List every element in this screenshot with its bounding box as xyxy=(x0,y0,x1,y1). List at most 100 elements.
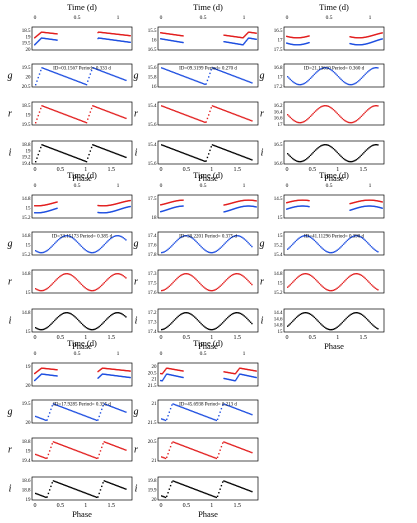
i-phase-point xyxy=(115,152,117,155)
r-phase-point xyxy=(340,284,342,286)
g-phase-point xyxy=(251,245,253,248)
g-lc-point xyxy=(255,376,257,379)
i-phase-point xyxy=(309,154,312,157)
r-phase-point xyxy=(247,450,249,452)
r-phase-point xyxy=(368,108,370,110)
r-phase-point xyxy=(176,110,178,113)
i-phase-point xyxy=(87,493,89,495)
r-phase-point xyxy=(325,288,327,290)
i-phase-point xyxy=(364,150,366,153)
g-phase-point xyxy=(80,82,83,84)
r-phase-point xyxy=(356,273,359,275)
i-y-tick-label: 15 xyxy=(26,330,32,335)
g-phase-point xyxy=(74,411,76,413)
g-phase-point xyxy=(59,405,61,408)
g-phase-point xyxy=(213,67,215,70)
g-phase-point xyxy=(239,409,242,411)
r-phase-point xyxy=(56,110,58,113)
g-phase-point xyxy=(372,247,374,249)
g-phase-point xyxy=(169,70,172,72)
g-phase-point xyxy=(341,79,344,82)
g-phase-point xyxy=(108,405,111,407)
i-phase-point xyxy=(109,150,112,153)
r-phase-point xyxy=(186,446,188,449)
g-phase-point xyxy=(316,71,318,73)
i-phase-point xyxy=(183,312,186,314)
r-panel-frame xyxy=(31,269,133,294)
r-phase-point xyxy=(174,110,177,112)
r-phase-point xyxy=(54,441,56,444)
r-phase-point xyxy=(211,105,214,107)
i-phase-point xyxy=(113,312,116,314)
i-phase-point xyxy=(306,158,308,160)
r-phase-point xyxy=(75,118,78,120)
r-phase-point xyxy=(199,282,201,284)
lc-y-tick-label: 20 xyxy=(26,48,32,53)
g-phase-point xyxy=(84,415,86,417)
i-phase-point xyxy=(185,312,187,314)
r-phase-point xyxy=(345,278,347,281)
i-phase-point xyxy=(55,149,57,151)
g-phase-point xyxy=(234,75,237,78)
r-phase-point xyxy=(123,276,126,278)
g-phase-point xyxy=(122,410,125,412)
i-phase-point xyxy=(167,146,169,149)
r-phase-point xyxy=(97,457,99,459)
i-phase-point xyxy=(204,160,206,163)
r-phase-point xyxy=(233,113,235,115)
r-y-tick-label: 14.8 xyxy=(22,272,31,277)
r-phase-point xyxy=(46,287,48,290)
i-phase-point xyxy=(176,316,178,319)
g-phase-point xyxy=(187,235,190,237)
i-phase-point xyxy=(52,321,55,323)
r-phase-point xyxy=(309,274,312,277)
g-lc-point xyxy=(162,378,165,380)
r-phase-point xyxy=(173,110,176,112)
i-phase-point xyxy=(69,486,71,488)
i-points xyxy=(161,312,253,331)
r-phase-point xyxy=(43,457,46,459)
lc-panel-frame xyxy=(283,26,385,51)
g-phase-point xyxy=(120,77,122,80)
r-phase-point xyxy=(351,273,354,276)
r-phase-point xyxy=(169,445,172,448)
i-phase-point xyxy=(292,320,294,322)
r-phase-point xyxy=(116,446,118,448)
i-phase-point xyxy=(342,320,345,322)
i-phase-point xyxy=(121,313,123,315)
g-phase-point xyxy=(122,237,125,239)
g-phase-point xyxy=(104,242,107,245)
g-lc-point xyxy=(381,38,383,40)
i-phase-point xyxy=(214,496,216,498)
i-phase-point xyxy=(293,319,295,321)
i-phase-point xyxy=(213,144,215,147)
g-y-tick-label: 17.2 xyxy=(274,85,283,90)
g-phase-point xyxy=(85,84,88,86)
i-phase-point xyxy=(180,151,182,153)
i-phase-point xyxy=(297,160,299,163)
g-phase-point xyxy=(45,68,47,70)
i-phase-point xyxy=(242,314,244,316)
g-phase-point xyxy=(244,79,247,82)
phase-tick-label: 1 xyxy=(210,503,213,509)
g-phase-point xyxy=(40,417,42,420)
g-lc-point xyxy=(238,374,240,376)
r-phase-point xyxy=(98,107,100,109)
band-label: i xyxy=(9,316,12,327)
r-phase-point xyxy=(297,121,299,124)
r-phase-point xyxy=(69,273,71,276)
i-phase-point xyxy=(112,151,114,154)
band-label: i xyxy=(135,484,138,495)
i-phase-point xyxy=(194,156,196,159)
i-phase-point xyxy=(61,151,64,154)
r-phase-point xyxy=(85,122,88,124)
g-phase-point xyxy=(358,80,360,82)
lc-points xyxy=(34,31,131,46)
i-phase-point xyxy=(187,154,190,156)
i-phase-point xyxy=(350,160,352,163)
r-phase-point xyxy=(234,273,237,275)
r-phase-point xyxy=(115,113,117,116)
g-phase-point xyxy=(233,235,235,237)
g-phase-point xyxy=(108,73,111,75)
i-phase-point xyxy=(199,490,201,492)
